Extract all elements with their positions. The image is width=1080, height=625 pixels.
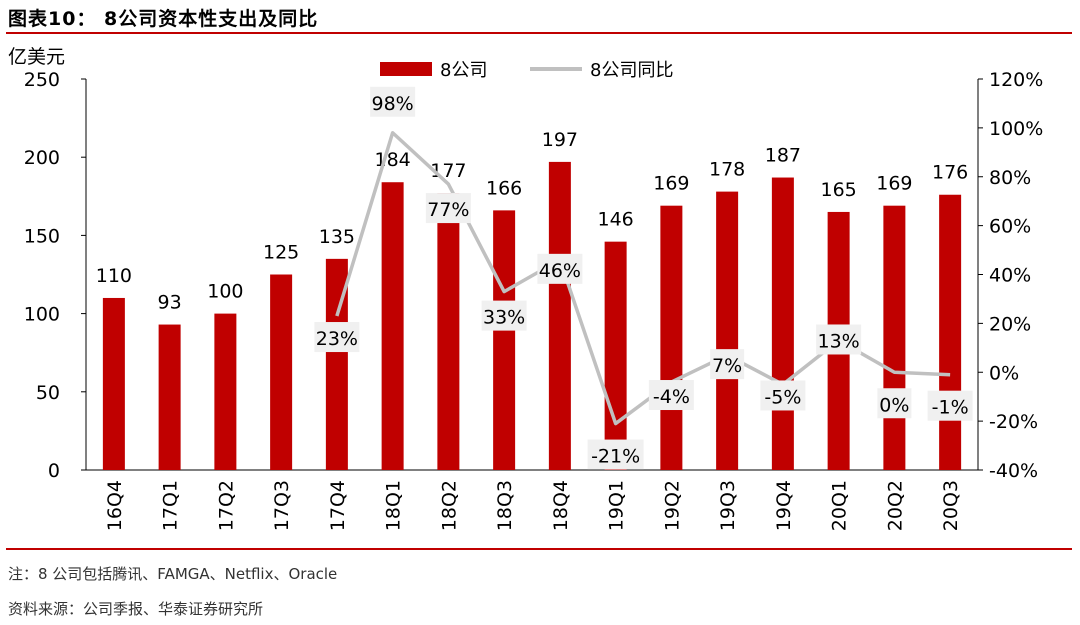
x-tick-label: 18Q3: [494, 480, 516, 531]
bar-value-label: 165: [820, 179, 856, 201]
right-axis-tick-label: -20%: [989, 411, 1038, 433]
bar-value-label: 125: [263, 242, 299, 264]
bar-19Q4: [771, 177, 794, 471]
bar-value-label: 169: [653, 173, 689, 195]
right-axis-tick-label: 80%: [989, 167, 1031, 189]
bar-value-label: 110: [96, 265, 132, 287]
right-axis-tick-label: 60%: [989, 216, 1031, 238]
x-tick-label: 19Q3: [717, 480, 739, 531]
left-axis-tick-label: 50: [36, 382, 60, 404]
bar-19Q2: [660, 205, 683, 470]
yoy-line: [335, 131, 951, 426]
yoy-value-label: 0%: [879, 394, 909, 416]
x-tick-label: 20Q2: [884, 480, 906, 531]
bar-17Q3: [270, 274, 293, 470]
bar-value-label: 197: [542, 129, 578, 151]
bar-20Q3: [939, 194, 962, 470]
left-axis-tick-label: 250: [24, 69, 60, 91]
bar-value-label: 176: [932, 162, 968, 184]
x-tick-label: 18Q4: [550, 480, 572, 531]
bar-value-label: 146: [597, 209, 633, 231]
bar-17Q1: [158, 324, 181, 470]
yoy-label-box: [927, 390, 973, 421]
yoy-label-box: [816, 324, 862, 355]
yoy-value-label: 13%: [818, 330, 860, 352]
x-tick-label: 17Q2: [215, 480, 237, 531]
bar-value-label: 169: [876, 173, 912, 195]
x-tick-label: 20Q3: [940, 480, 962, 531]
footnote: 注：8 公司包括腾讯、FAMGA、Netflix、Oracle: [8, 565, 338, 583]
bar-value-label: 178: [709, 159, 745, 181]
legend-line-label: 8公司同比: [590, 60, 673, 81]
source-note: 资料来源：公司季报、华泰证券研究所: [8, 600, 264, 618]
x-tick-label: 17Q4: [327, 480, 349, 531]
legend-bar-swatch: [380, 62, 432, 76]
yoy-label-box: [877, 388, 912, 419]
bar-value-label: 187: [765, 145, 801, 167]
yoy-label-box: [314, 322, 360, 353]
bar-18Q3: [493, 210, 516, 470]
yoy-value-label: -21%: [591, 446, 640, 468]
footer-rule: [6, 548, 1072, 550]
x-tick-label: 17Q3: [271, 480, 293, 531]
yoy-label-box: [760, 380, 806, 411]
left-axis-tick-label: 0: [48, 460, 60, 482]
yoy-label-box: [648, 380, 694, 411]
x-tick-label: 19Q1: [606, 480, 628, 531]
right-axis-tick-label: 100%: [989, 118, 1043, 140]
right-axis-tick-label: -40%: [989, 460, 1038, 482]
x-tick-label: 19Q4: [773, 480, 795, 531]
yoy-value-label: 46%: [539, 260, 581, 282]
right-axis-tick-label: 0%: [989, 362, 1019, 384]
x-tick-label: 17Q1: [160, 480, 182, 531]
bar-17Q4: [325, 258, 348, 470]
bar-19Q3: [716, 191, 739, 470]
bar-17Q2: [214, 313, 237, 470]
yoy-value-label: -4%: [653, 386, 690, 408]
bar-16Q4: [102, 297, 125, 470]
bar-19Q1: [604, 241, 627, 470]
bar-value-label: 166: [486, 177, 522, 199]
yoy-value-label: 98%: [372, 93, 414, 115]
x-tick-label: 16Q4: [104, 480, 126, 531]
yoy-value-label: -1%: [932, 397, 969, 419]
yoy-label-box: [370, 86, 416, 117]
yoy-label-box: [425, 193, 471, 224]
x-tick-label: 19Q2: [661, 480, 683, 531]
bar-value-label: 100: [207, 281, 243, 303]
right-axis-tick-label: 120%: [989, 69, 1043, 91]
x-tick-label: 20Q1: [829, 480, 851, 531]
yoy-value-label: 33%: [483, 307, 525, 329]
bar-value-label: 135: [319, 226, 355, 248]
bar-18Q2: [437, 193, 460, 470]
yoy-value-label: -5%: [764, 386, 801, 408]
bar-value-label: 184: [374, 149, 410, 171]
legend-bar-label: 8公司: [440, 60, 487, 81]
yoy-value-label: 23%: [316, 328, 358, 350]
bar-18Q1: [381, 182, 404, 470]
right-axis-tick-label: 20%: [989, 313, 1031, 335]
bar-20Q2: [883, 205, 906, 470]
left-axis-tick-label: 100: [24, 304, 60, 326]
yoy-label-box: [481, 300, 527, 331]
bar-value-label: 93: [158, 292, 182, 314]
right-axis-tick-label: 40%: [989, 265, 1031, 287]
yoy-label-box: [710, 349, 745, 380]
x-tick-label: 18Q1: [383, 480, 405, 531]
yoy-value-label: 7%: [712, 355, 742, 377]
left-axis-tick-label: 150: [24, 225, 60, 247]
yoy-label-box: [537, 253, 583, 284]
yoy-label-box: [587, 439, 644, 470]
title-rule: [6, 32, 1072, 34]
left-axis-unit-label: 亿美元: [8, 46, 65, 68]
yoy-value-label: 77%: [427, 199, 469, 221]
figure-title: 图表10： 8公司资本性支出及同比: [8, 8, 319, 30]
bar-18Q4: [548, 161, 571, 470]
left-axis-tick-label: 200: [24, 147, 60, 169]
x-tick-label: 18Q2: [438, 480, 460, 531]
